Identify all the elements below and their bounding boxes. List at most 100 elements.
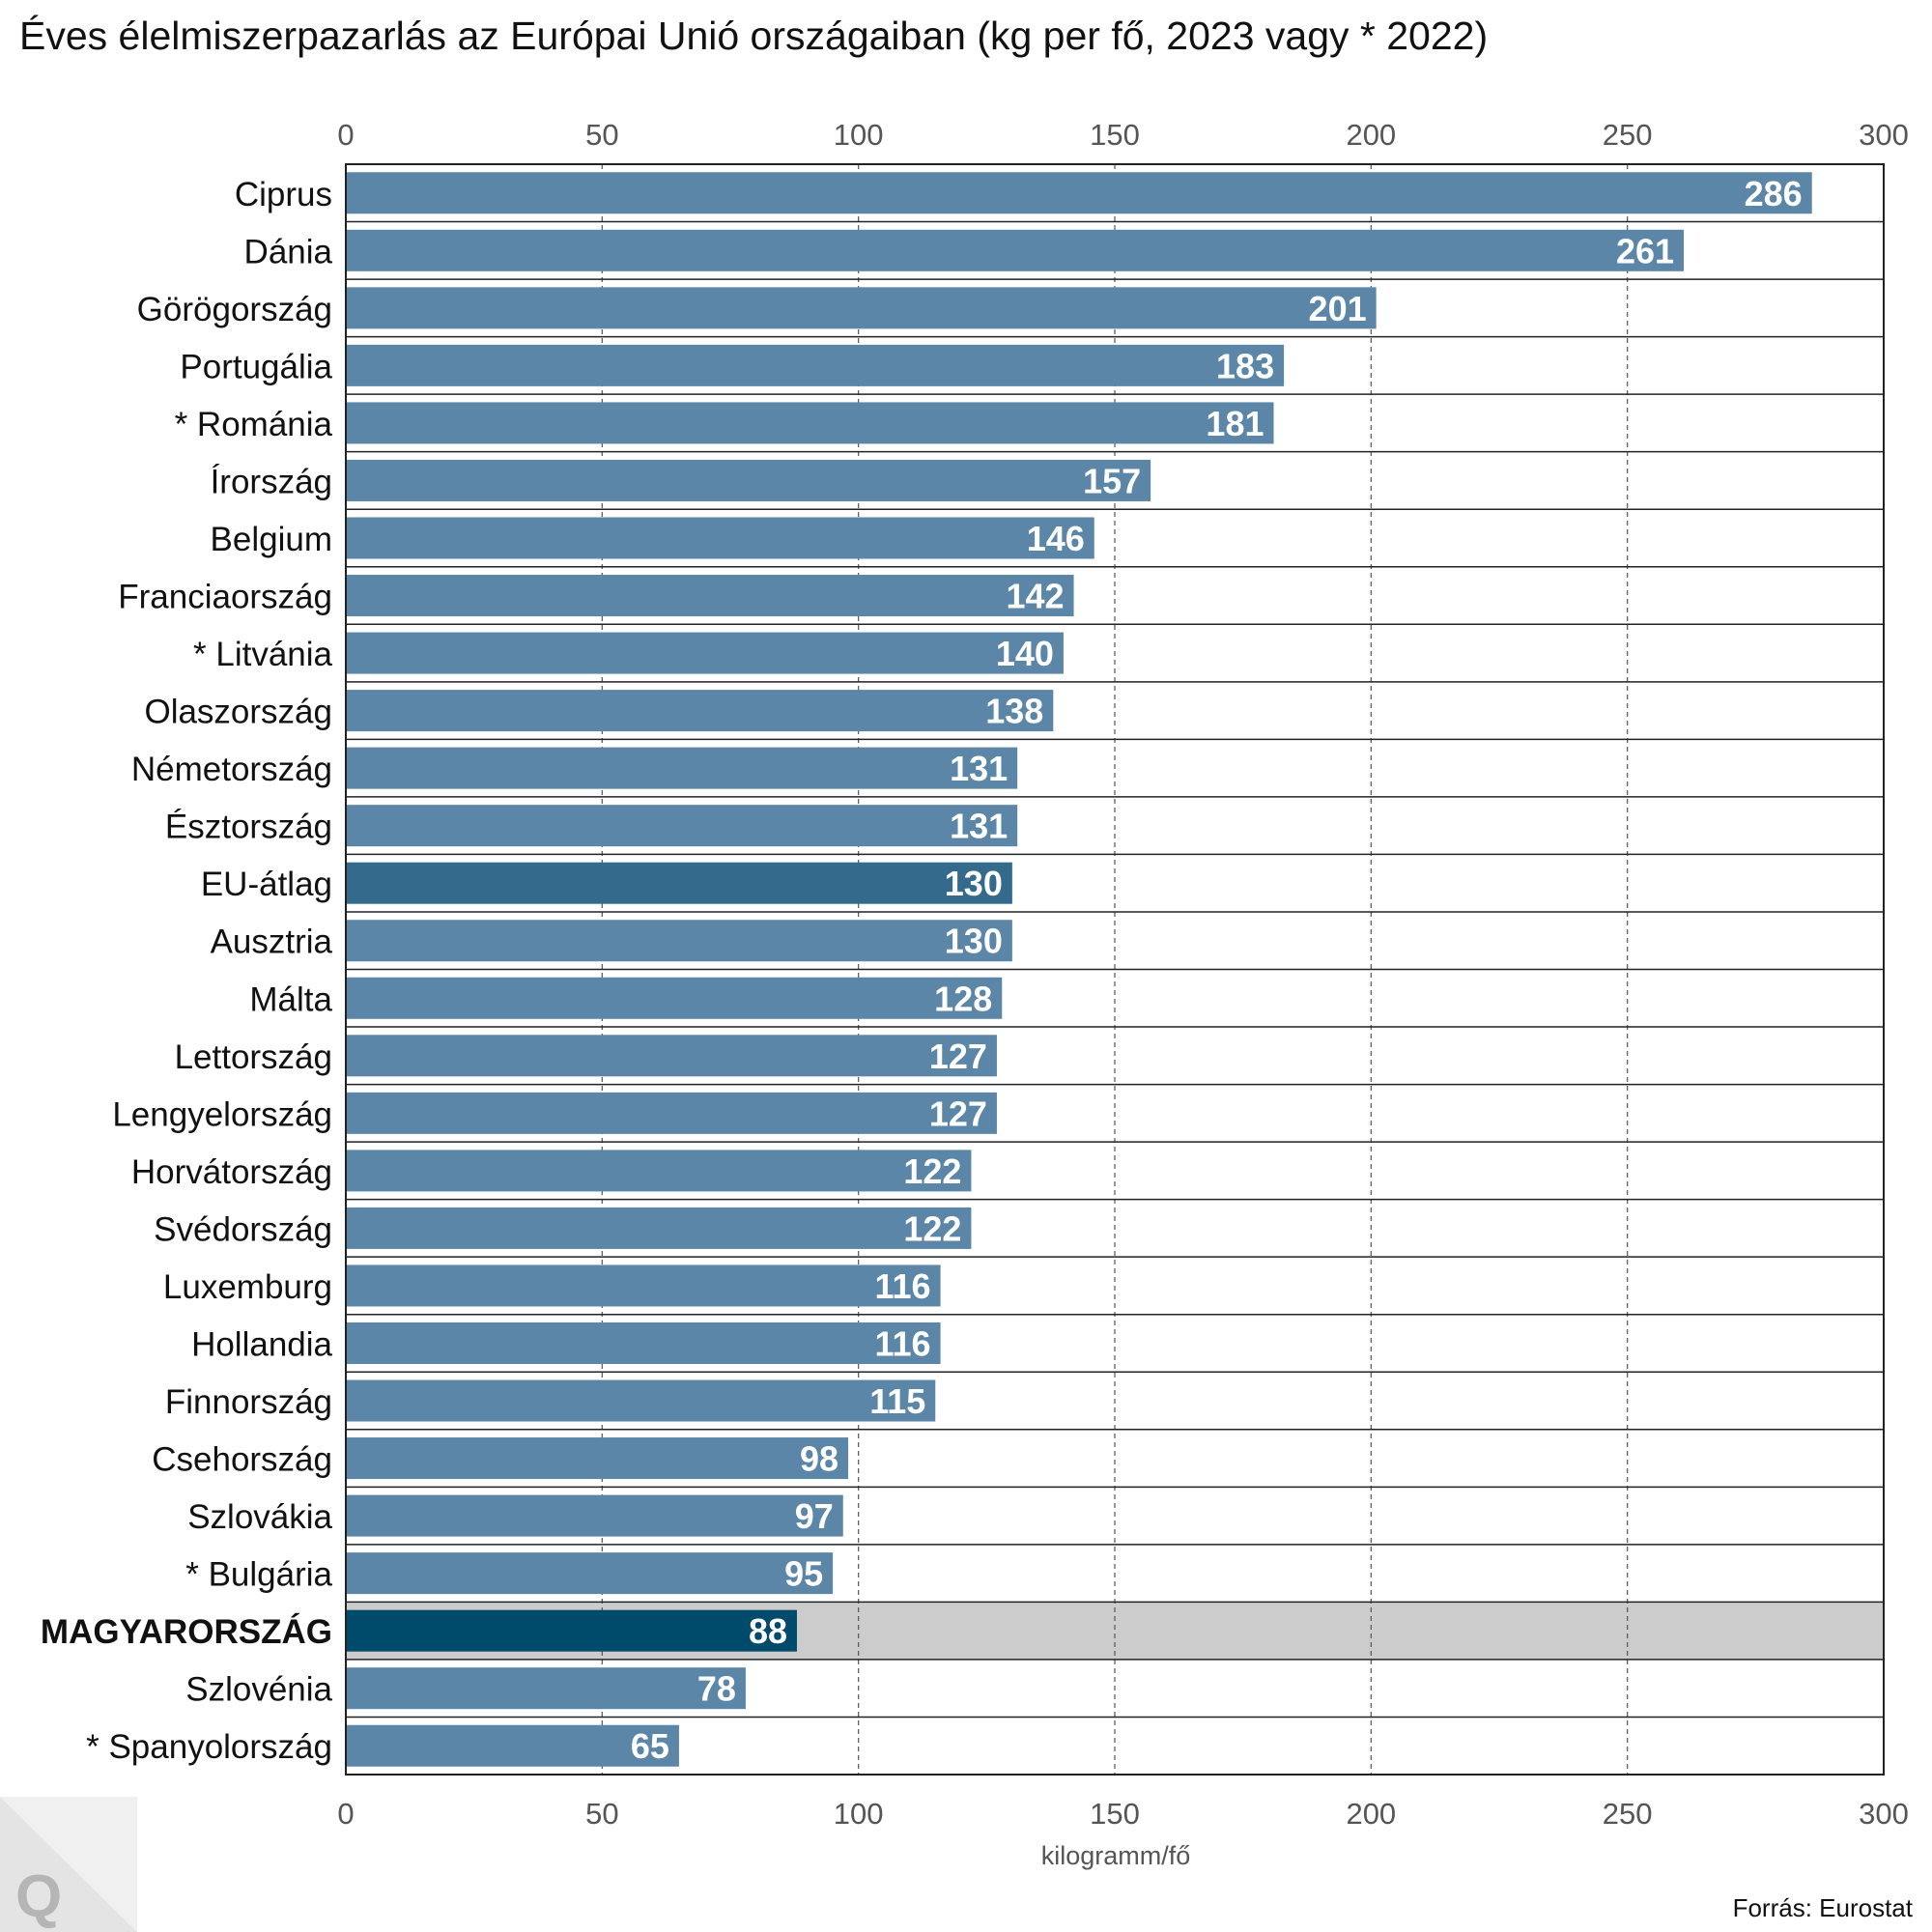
- x-tick-label-top: 100: [834, 118, 884, 152]
- category-label: * Spanyolország: [86, 1728, 332, 1766]
- row-separators: [346, 220, 1884, 1719]
- bar: [346, 1667, 746, 1710]
- category-label: EU-átlag: [201, 866, 332, 903]
- category-label: Luxemburg: [163, 1268, 332, 1306]
- category-labels: Ciprus Dánia Görögország Portugália * Románi…: [41, 176, 333, 1766]
- bar-value-label: 142: [1006, 577, 1064, 616]
- bar: [346, 344, 1285, 386]
- bar-value-label: 88: [749, 1611, 787, 1651]
- bar-value-label: 116: [874, 1266, 930, 1306]
- category-label: Észtország: [165, 809, 332, 846]
- q-logo: Q: [0, 1797, 137, 1932]
- bar: [346, 229, 1685, 271]
- bar-value-label: 261: [1616, 231, 1674, 270]
- bar-value-label: 183: [1216, 346, 1274, 385]
- category-label: Svédország: [154, 1210, 332, 1248]
- bar-value-label: 140: [996, 634, 1054, 673]
- bar: [346, 402, 1274, 444]
- plot-frame: [345, 163, 1885, 1776]
- x-tick-label-bottom: 300: [1859, 1797, 1909, 1831]
- category-label: Horvátország: [131, 1153, 332, 1191]
- bar: [346, 517, 1094, 559]
- bar-value-label: 97: [795, 1496, 834, 1536]
- bar-value-label: 78: [697, 1669, 736, 1709]
- bar-value-label: 131: [950, 749, 1008, 788]
- x-tick-label-top: 150: [1090, 118, 1140, 152]
- category-label: Málta: [249, 980, 332, 1018]
- category-label: * Bulgária: [185, 1556, 332, 1594]
- bar-value-label: 130: [945, 864, 1003, 903]
- x-tick-label-bottom: 50: [585, 1797, 618, 1831]
- bar: [346, 1092, 997, 1134]
- bar-value-label: 65: [631, 1726, 669, 1766]
- bar: [346, 1437, 849, 1480]
- bar: [346, 862, 1012, 904]
- bar: [346, 1150, 972, 1192]
- bar: [346, 287, 1377, 329]
- bar: [346, 1264, 941, 1307]
- category-label: Hollandia: [191, 1325, 332, 1363]
- bar-value-label: 286: [1745, 174, 1803, 213]
- category-label: Ciprus: [235, 176, 332, 213]
- category-label: Franciaország: [118, 579, 332, 616]
- bar-value-label: 122: [903, 1208, 961, 1248]
- bar-value-label: 130: [945, 922, 1003, 961]
- x-tick-label-bottom: 100: [834, 1797, 884, 1831]
- bars: 286 261 201 183 181 157 146 142 140 138 131 131 130 1…: [346, 172, 1812, 1767]
- x-axis-label: kilogramm/fő: [1041, 1841, 1191, 1870]
- bar-value-label: 95: [784, 1554, 823, 1594]
- category-label: Portugália: [180, 348, 332, 385]
- x-tick-label-top: 0: [337, 118, 354, 152]
- x-tick-label-top: 300: [1859, 118, 1909, 152]
- bar-value-label: 98: [800, 1439, 838, 1479]
- bar-value-label: 122: [903, 1151, 961, 1191]
- bar-value-label: 127: [929, 1037, 987, 1076]
- x-tick-label-top: 200: [1346, 118, 1396, 152]
- bar-value-label: 157: [1083, 461, 1141, 500]
- bar: [346, 1379, 936, 1422]
- source-note: Forrás: Eurostat: [1732, 1893, 1913, 1922]
- bar: [346, 1724, 679, 1767]
- category-label: Lengyelország: [112, 1095, 332, 1133]
- bar: [346, 1552, 834, 1595]
- bar-value-label: 131: [950, 807, 1008, 846]
- category-label: Németország: [131, 751, 332, 788]
- tick-labels: 0 0 50 50 100 100 150 150 200 200 250 250 300 300: [337, 118, 1908, 1831]
- bar: [346, 1207, 972, 1249]
- category-label: Görögország: [137, 291, 332, 328]
- bar: [346, 1321, 941, 1364]
- category-label: * Románia: [175, 406, 333, 443]
- bar: [346, 920, 1012, 962]
- logo-corner-shadow: [0, 1797, 137, 1932]
- category-label: * Litvánia: [193, 636, 333, 673]
- bar-value-label: 127: [929, 1094, 987, 1133]
- x-tick-label-top: 50: [585, 118, 618, 152]
- category-label: Olaszország: [144, 694, 332, 731]
- bar: [346, 172, 1812, 214]
- bar: [346, 1494, 843, 1537]
- category-label: Finnország: [165, 1383, 332, 1421]
- category-label: Csehország: [152, 1441, 332, 1479]
- x-tick-label-bottom: 150: [1090, 1797, 1140, 1831]
- bar: [346, 1035, 997, 1077]
- bar: [346, 690, 1054, 732]
- bar-value-label: 146: [1027, 519, 1085, 558]
- bar-value-label: 115: [869, 1381, 925, 1421]
- logo-letter: Q: [15, 1863, 62, 1930]
- chart-title: Éves élelmiszerpazarlás az Európai Unió …: [19, 14, 1489, 58]
- category-label: Írország: [211, 463, 332, 500]
- bar: [346, 805, 1018, 847]
- category-label: MAGYARORSZÁG: [41, 1612, 332, 1651]
- bar: [346, 747, 1018, 789]
- bar: [346, 575, 1074, 617]
- category-label: Szlovénia: [185, 1671, 332, 1709]
- category-label: Belgium: [211, 521, 332, 558]
- bar-value-label: 116: [874, 1323, 930, 1363]
- bar: [346, 632, 1064, 674]
- category-label: Lettország: [175, 1038, 332, 1076]
- category-label: Ausztria: [211, 923, 333, 961]
- x-tick-label-bottom: 250: [1603, 1797, 1653, 1831]
- bar-value-label: 138: [985, 692, 1043, 731]
- category-label: Szlovákia: [187, 1498, 332, 1536]
